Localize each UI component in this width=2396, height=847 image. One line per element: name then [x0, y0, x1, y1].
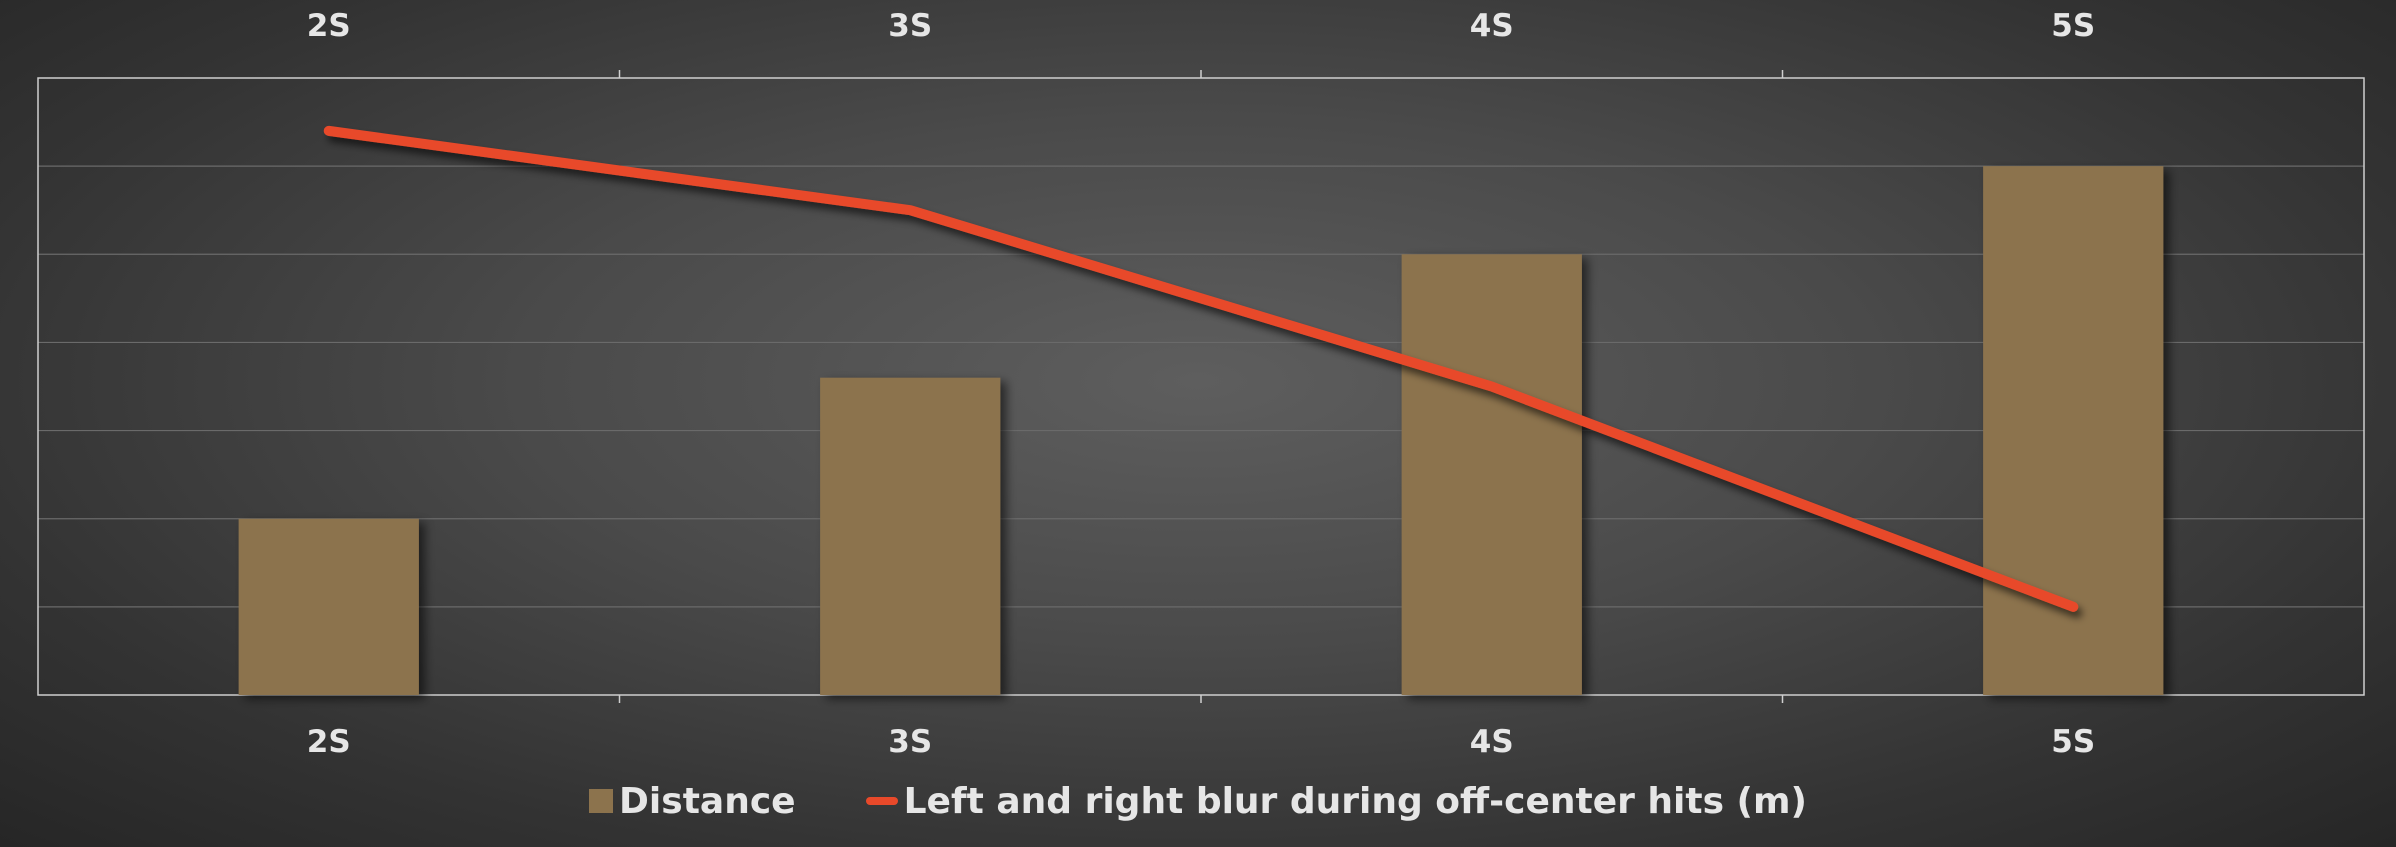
x-tick-label-bottom: 3S: [888, 724, 932, 760]
distance-bars: [238, 166, 2164, 696]
distance-bar: [1983, 166, 2164, 696]
x-tick-label-bottom: 5S: [2051, 724, 2095, 760]
x-tick-label-bottom: 2S: [307, 724, 351, 760]
blur-line-series: [323, 125, 2079, 612]
x-tick-label-top: 4S: [1470, 8, 1514, 44]
top-axis-labels: 2S 3S 4S 5S: [307, 8, 2095, 44]
legend: Distance Left and right blur during off-…: [0, 773, 2396, 829]
x-tick-label-top: 3S: [888, 8, 932, 44]
legend-swatch-distance: [589, 789, 614, 813]
distance-bar: [820, 377, 1001, 695]
legend-item-distance: Distance: [589, 781, 796, 822]
legend-item-blur: Left and right blur during off-center hi…: [865, 780, 1807, 822]
x-tick-label-top: 2S: [307, 8, 351, 44]
plot-frame: [37, 70, 2365, 703]
legend-label-distance: Distance: [619, 780, 796, 822]
x-tick-label-bottom: 4S: [1470, 724, 1514, 760]
blur-line: [323, 125, 2079, 612]
bottom-axis-labels: 2S 3S 4S 5S: [307, 724, 2095, 760]
gridlines: [38, 165, 2364, 608]
x-tick-label-top: 5S: [2051, 8, 2095, 44]
legend-swatch-blur: [865, 797, 898, 805]
legend-label-blur: Left and right blur during off-center hi…: [903, 780, 1807, 822]
distance-bar: [238, 518, 419, 695]
distance-bar: [1401, 254, 1582, 696]
